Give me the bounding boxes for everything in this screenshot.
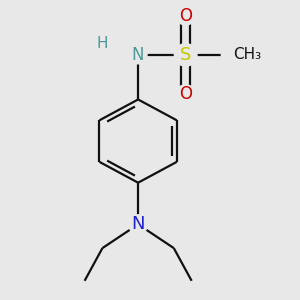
Text: N: N [131,215,145,233]
Text: S: S [180,46,191,64]
Circle shape [129,215,148,234]
Circle shape [102,37,114,49]
Circle shape [129,46,147,64]
Text: O: O [179,85,192,103]
Text: CH₃: CH₃ [233,47,261,62]
Text: O: O [179,7,192,25]
Circle shape [174,44,197,66]
Circle shape [177,85,195,102]
Text: N: N [132,46,144,64]
Text: H: H [97,35,108,50]
Circle shape [177,7,195,25]
Circle shape [221,43,245,67]
